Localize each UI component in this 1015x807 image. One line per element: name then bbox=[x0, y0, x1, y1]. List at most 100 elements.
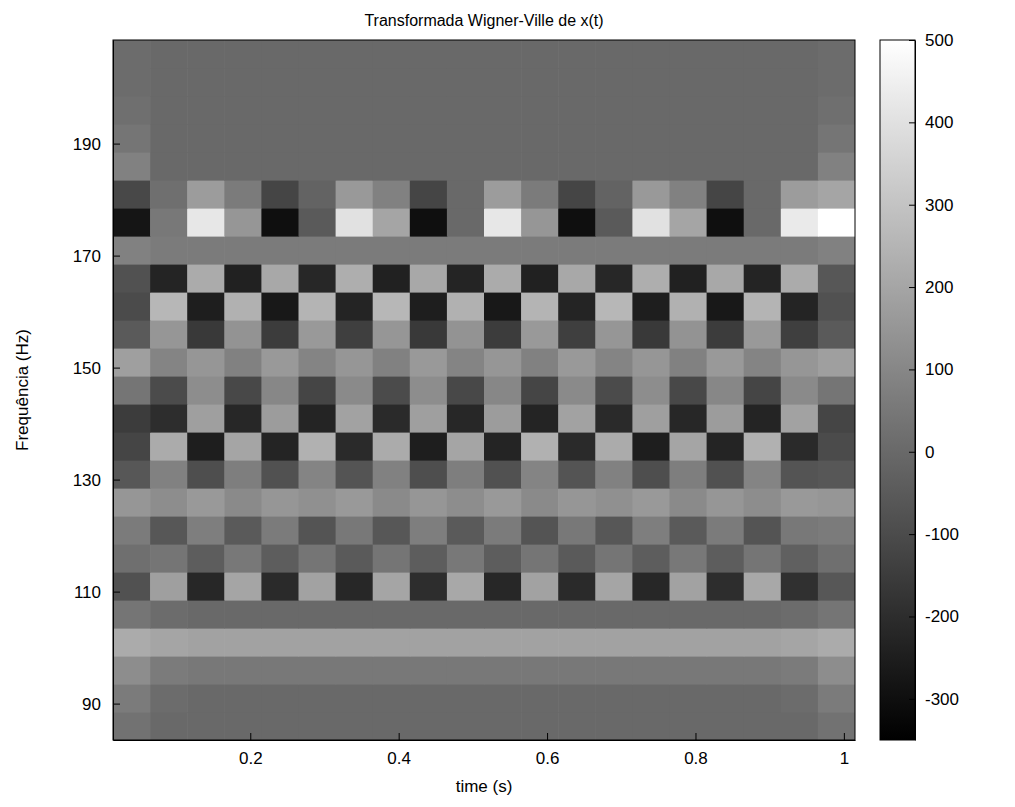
heatmap-cell bbox=[336, 348, 374, 377]
tick-label: -100 bbox=[925, 525, 959, 544]
heatmap-cell bbox=[818, 292, 855, 321]
heatmap-cell bbox=[336, 460, 374, 489]
heatmap-cell bbox=[187, 236, 225, 265]
heatmap-cell bbox=[336, 404, 374, 433]
heatmap-cell bbox=[818, 236, 855, 265]
heatmap-cell bbox=[781, 404, 819, 433]
heatmap-cell bbox=[484, 460, 522, 489]
heatmap-cell bbox=[299, 348, 337, 377]
heatmap-cell bbox=[299, 320, 337, 349]
heatmap-cell bbox=[447, 376, 485, 405]
heatmap-cell bbox=[781, 628, 819, 657]
heatmap-cell bbox=[670, 292, 708, 321]
tick: 90 bbox=[82, 695, 120, 714]
heatmap-cell bbox=[410, 600, 448, 629]
tick: 0.8 bbox=[684, 733, 708, 768]
heatmap-cell bbox=[632, 180, 670, 209]
heatmap-cell bbox=[113, 152, 151, 181]
heatmap-cell bbox=[670, 516, 708, 545]
heatmap-cell bbox=[818, 656, 855, 685]
heatmap-cell bbox=[373, 124, 411, 153]
heatmap-cell bbox=[521, 572, 559, 601]
tick: -100 bbox=[909, 525, 959, 544]
heatmap-cell bbox=[113, 68, 151, 97]
heatmap-cell bbox=[707, 656, 745, 685]
heatmap-cell bbox=[707, 68, 745, 97]
heatmap-cell bbox=[150, 516, 188, 545]
heatmap-cell bbox=[595, 516, 633, 545]
heatmap-cell bbox=[632, 96, 670, 125]
heatmap-cell bbox=[150, 684, 188, 713]
heatmap-cell bbox=[261, 600, 299, 629]
heatmap-cell bbox=[632, 572, 670, 601]
heatmap-cell bbox=[150, 152, 188, 181]
heatmap-cell bbox=[224, 600, 262, 629]
tick-label: -300 bbox=[925, 690, 959, 709]
heatmap-cell bbox=[261, 544, 299, 573]
heatmap-cell bbox=[447, 96, 485, 125]
heatmap-cell bbox=[150, 320, 188, 349]
heatmap-cell bbox=[707, 292, 745, 321]
heatmap-cell bbox=[224, 628, 262, 657]
heatmap-cell bbox=[113, 292, 151, 321]
heatmap-cell bbox=[781, 320, 819, 349]
heatmap-cell bbox=[632, 264, 670, 293]
heatmap-cell bbox=[521, 96, 559, 125]
heatmap-cell bbox=[150, 124, 188, 153]
heatmap-cell bbox=[410, 264, 448, 293]
heatmap-cell bbox=[484, 348, 522, 377]
heatmap-cell bbox=[595, 488, 633, 517]
heatmap-cell bbox=[558, 432, 596, 461]
heatmap-cell bbox=[447, 656, 485, 685]
heatmap-cell bbox=[632, 68, 670, 97]
tick: 500 bbox=[909, 31, 953, 50]
heatmap-cell bbox=[150, 348, 188, 377]
heatmap-cell bbox=[410, 292, 448, 321]
heatmap-cell bbox=[113, 432, 151, 461]
heatmap-cell bbox=[299, 572, 337, 601]
heatmap-cell bbox=[299, 404, 337, 433]
heatmap-cell bbox=[113, 628, 151, 657]
heatmap-cell bbox=[670, 628, 708, 657]
heatmap-cell bbox=[484, 684, 522, 713]
heatmap-cell bbox=[707, 236, 745, 265]
heatmap-cell bbox=[299, 264, 337, 293]
heatmap-cell bbox=[707, 404, 745, 433]
tick: 200 bbox=[909, 278, 953, 297]
tick-label: 110 bbox=[74, 583, 101, 602]
heatmap-cell bbox=[595, 292, 633, 321]
heatmap-cell bbox=[336, 516, 374, 545]
heatmap-cell bbox=[150, 180, 188, 209]
heatmap-cell bbox=[336, 40, 374, 69]
heatmap-cell bbox=[818, 516, 855, 545]
tick: 0.4 bbox=[387, 733, 411, 768]
colorbar-axis: -300-200-1000100200300400500 bbox=[909, 31, 959, 741]
tick-mark bbox=[250, 733, 251, 740]
heatmap-cell bbox=[707, 264, 745, 293]
heatmap-cell bbox=[818, 376, 855, 405]
heatmap-cell bbox=[373, 656, 411, 685]
heatmap-cell bbox=[150, 572, 188, 601]
heatmap-cell bbox=[707, 460, 745, 489]
tick-mark bbox=[844, 733, 845, 740]
tick: 190 bbox=[73, 135, 120, 154]
heatmap-cell bbox=[521, 376, 559, 405]
heatmap-cell bbox=[744, 320, 782, 349]
heatmap-cell bbox=[670, 96, 708, 125]
heatmap-cell bbox=[744, 628, 782, 657]
heatmap-cell bbox=[670, 460, 708, 489]
heatmap-cell bbox=[781, 68, 819, 97]
heatmap-cell bbox=[113, 124, 151, 153]
heatmap-cell bbox=[113, 712, 151, 740]
tick-label: 190 bbox=[73, 135, 101, 154]
heatmap-cell bbox=[113, 460, 151, 489]
heatmap-cell bbox=[707, 712, 745, 740]
heatmap-cell bbox=[558, 320, 596, 349]
heatmap-cell bbox=[670, 656, 708, 685]
heatmap-cell bbox=[781, 432, 819, 461]
heatmap-cell bbox=[410, 180, 448, 209]
heatmap-cell bbox=[781, 488, 819, 517]
heatmap-cell bbox=[670, 348, 708, 377]
heatmap-cell bbox=[261, 712, 299, 740]
heatmap-cell bbox=[113, 208, 151, 237]
